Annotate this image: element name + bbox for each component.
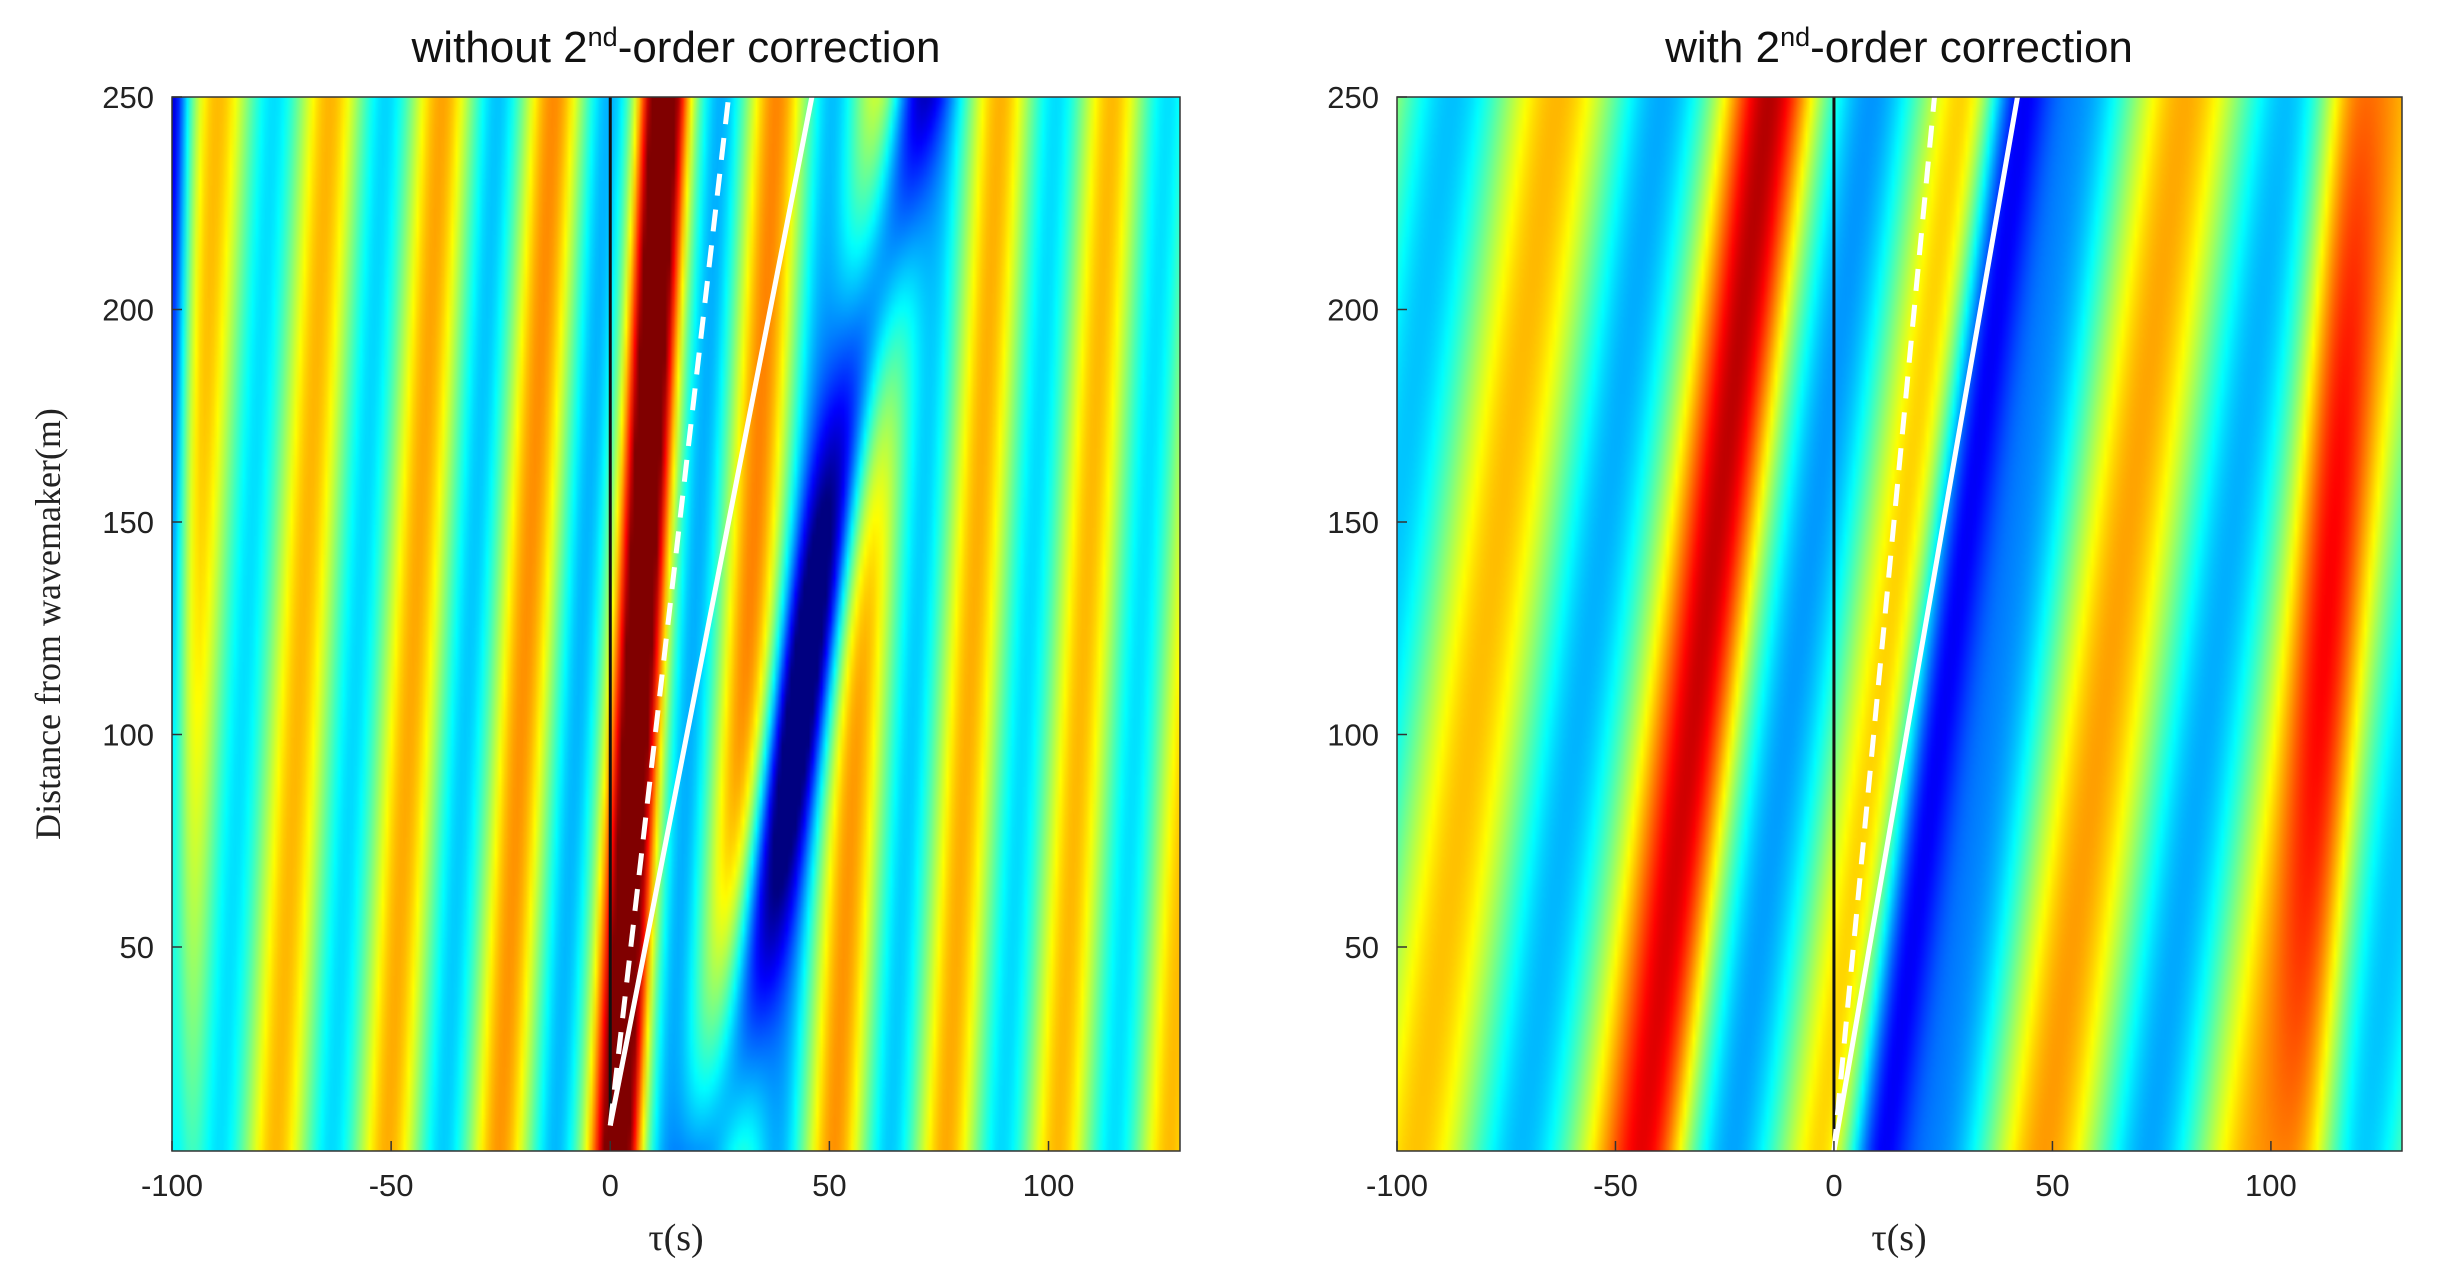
line-solid (607, 97, 815, 1126)
x-tick-label: 100 (1023, 1168, 1075, 1203)
heatmap-right (1397, 97, 2402, 1151)
line-dashed (1831, 97, 1937, 1151)
y-tick-label: 250 (102, 80, 154, 115)
y-tick-label: 200 (102, 293, 154, 328)
title-right-post: -order correction (1810, 23, 2133, 72)
y-tick-label: 50 (120, 930, 154, 965)
x-ticks-right: -100 -50 0 50 100 (1366, 1141, 2297, 1203)
plot-frame-left (171, 96, 1181, 1152)
y-ticks-right: 50 100 150 200 250 (1327, 80, 1407, 965)
title-left-post: -order correction (618, 23, 941, 72)
title-left-pre: without 2 (411, 23, 588, 72)
chart-panel-left: without 2nd-order correction -100 -50 0 50 1… (28, 22, 1181, 1259)
title-left-sup: nd (588, 22, 618, 52)
heatmap-image-left (172, 97, 1180, 1151)
title-right-sup: nd (1780, 22, 1810, 52)
x-tick-label: -100 (141, 1168, 203, 1203)
line-solid (1831, 97, 2020, 1151)
plot-frame-right (1396, 96, 2403, 1152)
y-tick-label: 200 (1327, 293, 1379, 328)
x-ticks-left: -100 -50 0 50 100 (141, 1141, 1074, 1203)
x-tick-label: -50 (369, 1168, 414, 1203)
y-tick-label: 150 (1327, 505, 1379, 540)
y-tick-label: 150 (102, 505, 154, 540)
x-tick-label: 0 (1825, 1168, 1842, 1203)
x-tick-label: 100 (2245, 1168, 2297, 1203)
y-tick-label: 100 (1327, 718, 1379, 753)
title-right-pre: with 2 (1664, 23, 1780, 72)
y-tick-label: 50 (1345, 930, 1379, 965)
x-tick-label: 50 (812, 1168, 846, 1203)
overlay-lines-left (607, 97, 815, 1126)
heatmap-image-right (1397, 97, 2402, 1151)
chart-title-right: with 2nd-order correction (1664, 22, 2133, 72)
x-tick-label: -50 (1593, 1168, 1638, 1203)
x-axis-label-left: τ(s) (648, 1217, 703, 1259)
chart-title-left: without 2nd-order correction (411, 22, 941, 72)
y-tick-label: 250 (1327, 80, 1379, 115)
overlay-lines-right (1831, 97, 2020, 1151)
y-axis-label-left: Distance from wavemaker(m) (28, 408, 68, 840)
y-ticks-left: 50 100 150 200 250 (102, 80, 182, 965)
y-tick-label: 100 (102, 718, 154, 753)
line-dashed (607, 97, 732, 1126)
x-tick-label: 0 (602, 1168, 619, 1203)
x-tick-label: -100 (1366, 1168, 1428, 1203)
chart-panel-right: with 2nd-order correction -100 -50 0 50 100 … (1327, 22, 2403, 1259)
x-tick-label: 50 (2035, 1168, 2069, 1203)
x-axis-label-right: τ(s) (1871, 1217, 1926, 1259)
heatmap-left (172, 97, 1180, 1151)
